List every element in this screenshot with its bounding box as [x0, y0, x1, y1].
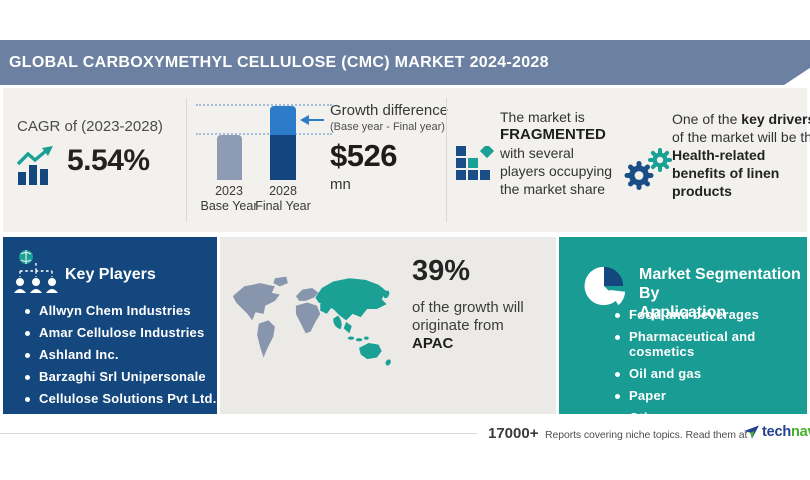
stats-row: CAGR of (2023-2028) 5.54% 2023 Base Year… — [3, 88, 810, 232]
fragmented-line4: players occupying — [500, 163, 613, 179]
key-driver-prefix: One of the — [672, 111, 742, 127]
fragmented-text: The market is FRAGMENTED with several pl… — [500, 108, 612, 198]
cagr-value: 5.54% — [67, 144, 150, 177]
list-item: Food and beverages — [615, 307, 807, 322]
segmentation-title: Market Segmentation By Application — [639, 266, 801, 321]
list-item: Paper — [615, 388, 807, 403]
bar-2023 — [217, 135, 242, 180]
growth-unit: mn — [330, 176, 351, 193]
bullet-icon — [615, 335, 620, 340]
bar-growth-icon — [16, 146, 53, 185]
growth-arrow-icon — [300, 115, 309, 125]
title-bar: GLOBAL CARBOXYMETHYL CELLULOSE (CMC) MAR… — [0, 40, 810, 85]
apac-line1: of the growth will — [412, 299, 524, 316]
key-players-panel: Key Players Allwyn Chem Industries Amar … — [3, 237, 217, 414]
list-item: Oil and gas — [615, 366, 807, 381]
bar-2028-base-segment — [270, 135, 296, 180]
growth-difference-subtitle: (Base year - Final year) — [330, 121, 445, 133]
brand-suffix: navio — [791, 424, 810, 440]
fragmented-line3: with several — [500, 145, 574, 161]
apac-text: of the growth will originate from APAC — [412, 299, 524, 353]
list-item: Pharmaceutical and cosmetics — [615, 329, 807, 359]
divider — [186, 98, 187, 222]
bullet-icon — [25, 353, 30, 358]
footer-divider — [0, 433, 477, 434]
fragmented-squares-icon — [456, 146, 495, 180]
footer-text: Reports covering niche topics. Read them… — [545, 429, 748, 441]
guide-line-top — [196, 104, 332, 106]
bullet-icon — [615, 416, 620, 421]
divider — [446, 98, 447, 222]
growth-difference-block: Growth difference (Base year - Final yea… — [330, 102, 450, 193]
key-driver-bold-line3: products — [672, 183, 732, 199]
key-driver-bold: key drivers — [741, 111, 810, 127]
bullet-icon — [615, 394, 620, 399]
key-players-list: Allwyn Chem Industries Amar Cellulose In… — [25, 303, 217, 413]
gears-icon — [624, 148, 672, 190]
key-driver-line2: of the market will be the — [672, 129, 810, 145]
bar-label-base-year: Base Year — [200, 199, 258, 213]
segmentation-panel: Market Segmentation By Application Food … — [559, 237, 807, 425]
key-driver-line1: One of the key drivers — [672, 110, 810, 128]
key-players-title: Key Players — [65, 266, 156, 283]
bullet-icon — [615, 372, 620, 377]
segmentation-list: Food and beverages Pharmaceutical and co… — [615, 307, 807, 432]
apac-line2: originate from — [412, 317, 504, 334]
fragmented-line1: The market is — [500, 109, 585, 125]
bullet-icon — [615, 313, 620, 318]
key-driver-bold-line1: Health-related — [672, 147, 766, 163]
apac-percent: 39% — [412, 255, 471, 287]
org-globe-icon — [14, 250, 58, 293]
key-driver-text: One of the key drivers of the market wil… — [672, 110, 810, 200]
bullet-icon — [25, 331, 30, 336]
growth-amount: $526 — [330, 138, 397, 173]
bar-2028-growth-segment — [270, 106, 296, 135]
apac-growth-panel: 39% of the growth will originate from AP… — [220, 237, 556, 414]
bar-label-final-year: Final Year — [255, 199, 311, 213]
footer-report-count: 17000+ — [488, 425, 539, 442]
cagr-label: CAGR of (2023-2028) — [17, 118, 163, 135]
fragmented-line5: the market share — [500, 181, 606, 197]
page-title: GLOBAL CARBOXYMETHYL CELLULOSE (CMC) MAR… — [9, 53, 549, 71]
technavio-logo: technavio — [744, 424, 810, 440]
bullet-icon — [25, 309, 30, 314]
bullet-icon — [25, 397, 30, 402]
brand-prefix: tech — [762, 424, 792, 440]
list-item: Amar Cellulose Industries — [25, 325, 217, 340]
list-item: Others — [615, 410, 807, 425]
pie-chart-icon — [584, 266, 626, 306]
bar-year-2023: 2023 — [215, 184, 243, 198]
technavio-arrow-icon — [744, 425, 759, 438]
guide-line-base — [196, 133, 332, 135]
fragmented-highlight: FRAGMENTED — [500, 126, 606, 143]
bullet-icon — [25, 375, 30, 380]
bar-year-2028: 2028 — [269, 184, 297, 198]
list-item: Cellulose Solutions Pvt Ltd. — [25, 391, 217, 406]
world-map — [232, 276, 391, 366]
key-driver-bold-line2: benefits of linen — [672, 165, 780, 181]
list-item: Allwyn Chem Industries — [25, 303, 217, 318]
growth-difference-title: Growth difference — [330, 102, 449, 119]
list-item: Barzaghi Srl Unipersonale — [25, 369, 217, 384]
list-item: Ashland Inc. — [25, 347, 217, 362]
apac-region: APAC — [412, 335, 454, 352]
growth-arrow-line — [309, 119, 324, 121]
